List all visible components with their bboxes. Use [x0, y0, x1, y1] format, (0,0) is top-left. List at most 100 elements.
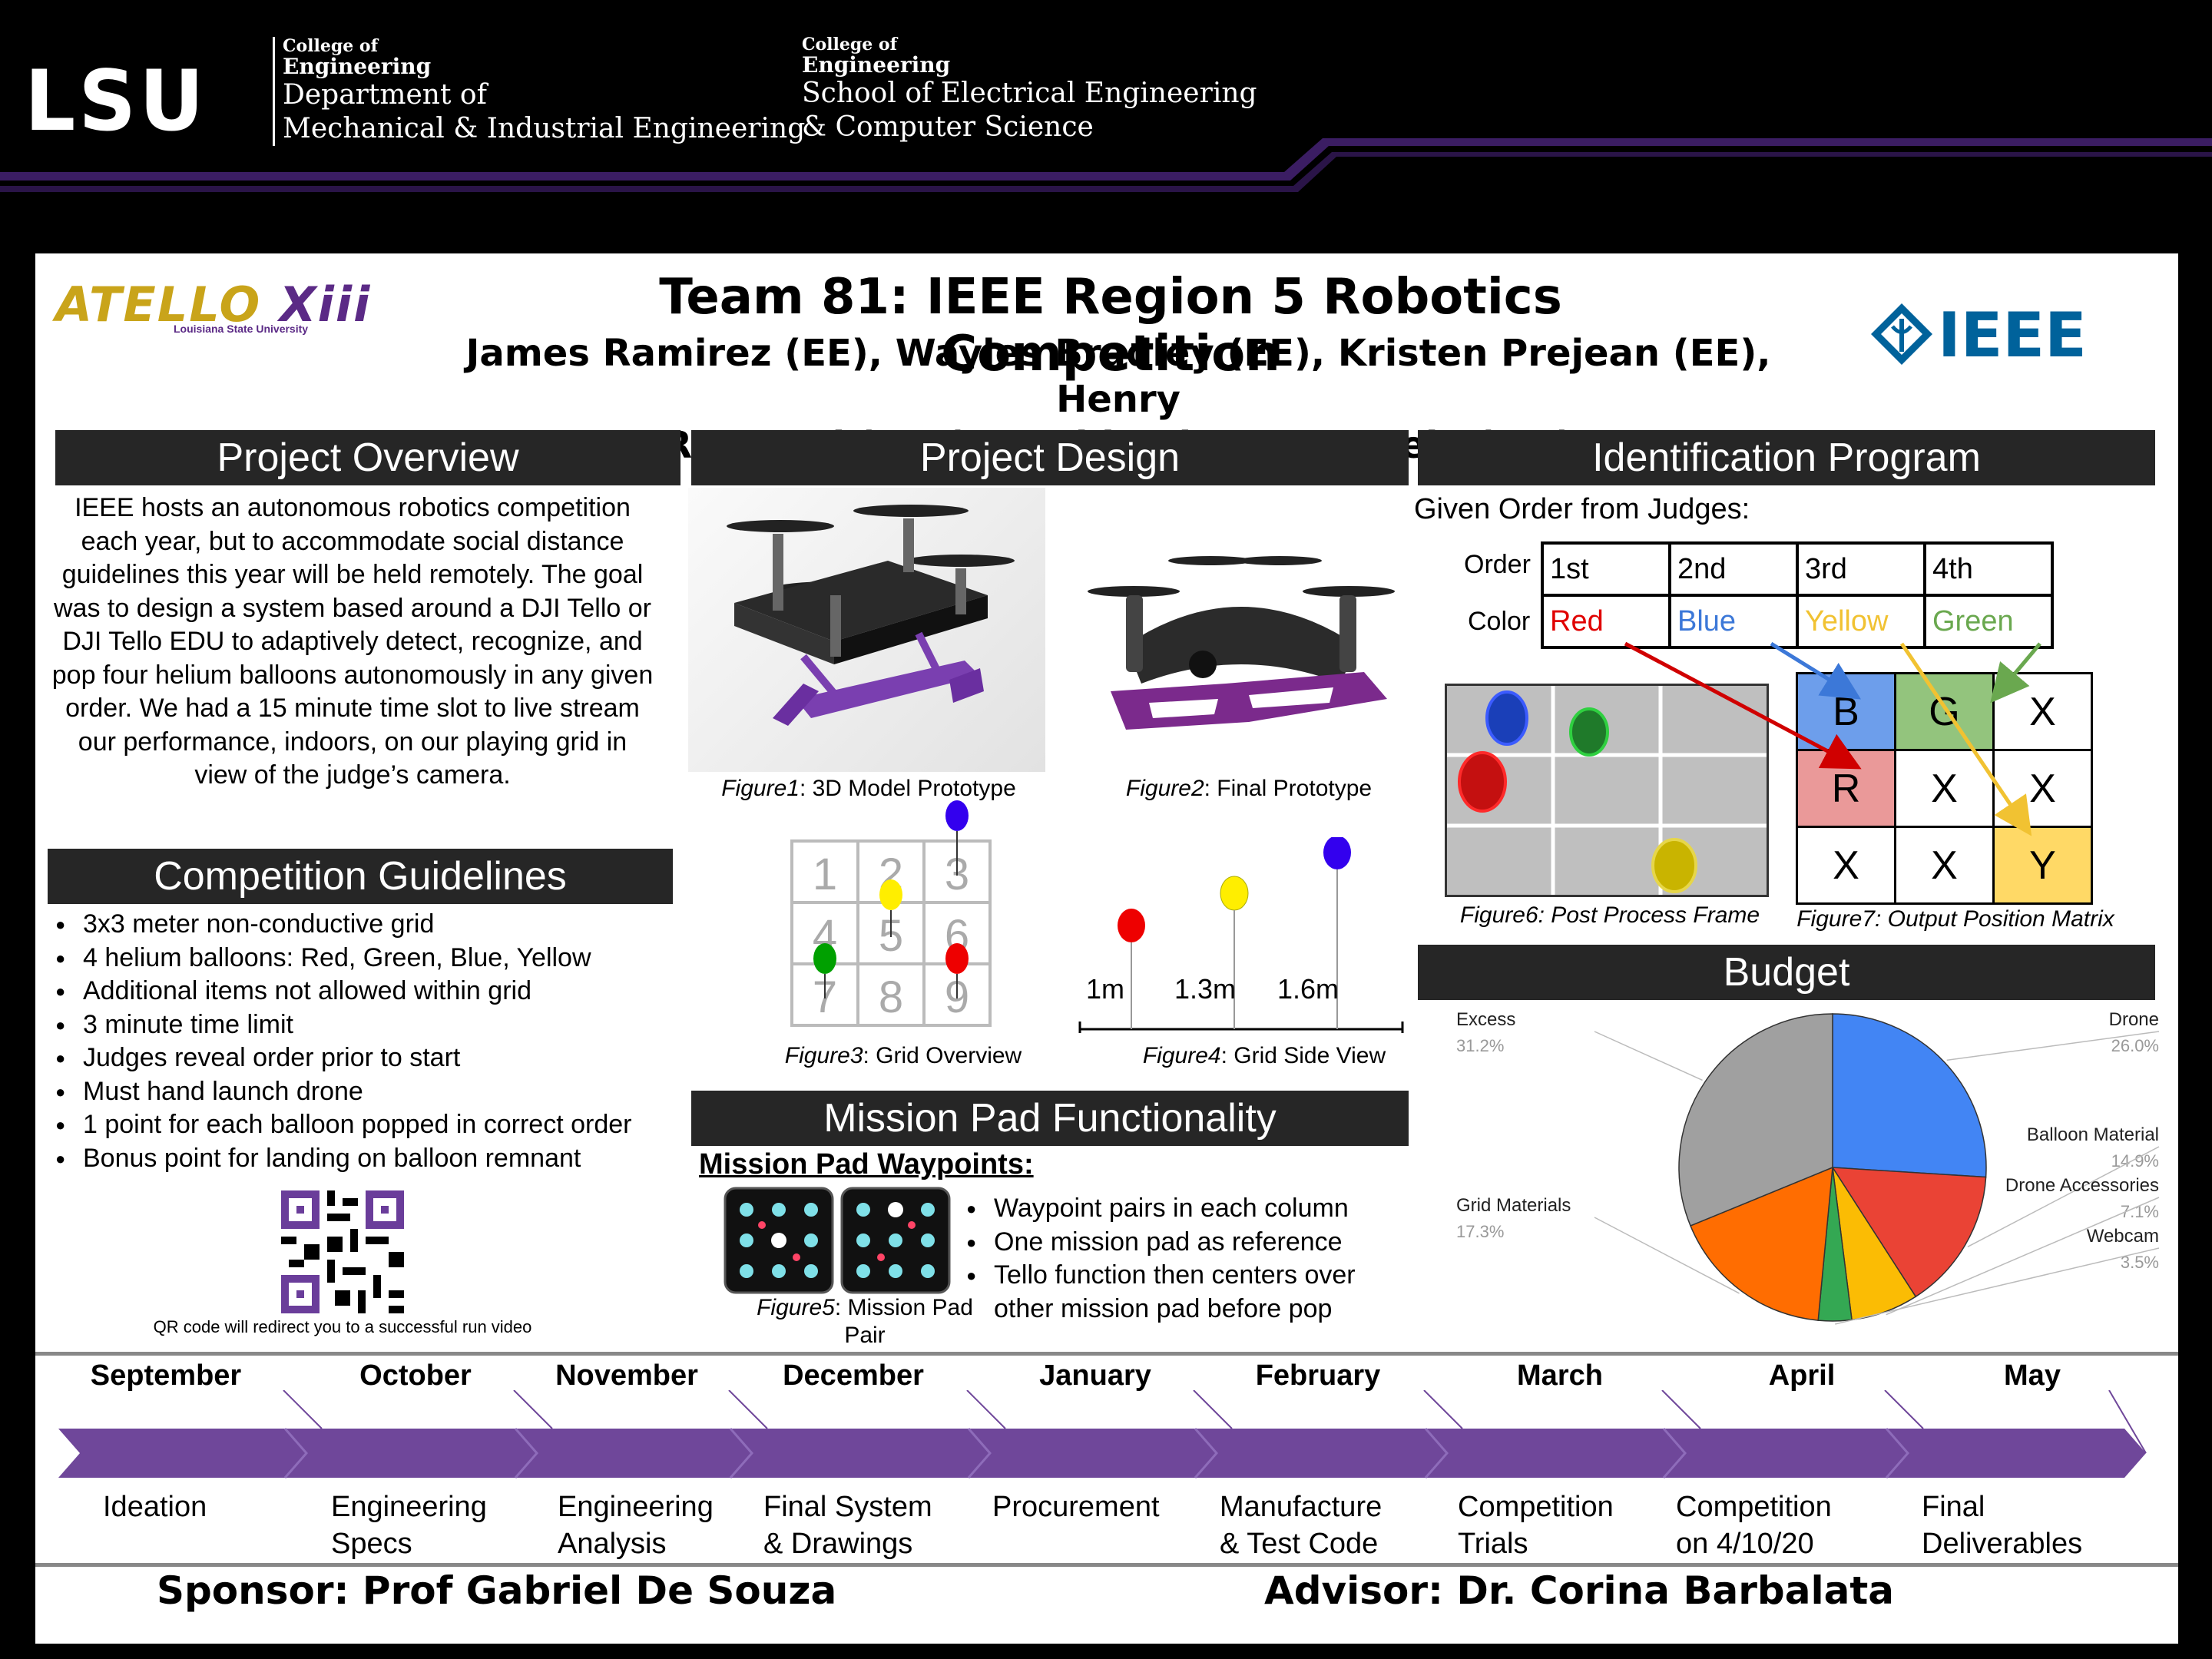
timeline-phase: Competition on 4/10/20: [1676, 1491, 1832, 1560]
budget-heading: Budget: [1418, 945, 2155, 1000]
pie-slice: [1831, 1167, 1987, 1298]
timeline-slant: [1661, 1390, 1701, 1429]
guideline-item: 4 helium balloons: Red, Green, Blue, Yel…: [43, 942, 704, 975]
matrix-cell: X: [1894, 749, 1995, 828]
mission-subheading: Mission Pad Waypoints:: [699, 1148, 1034, 1181]
color-cell: Yellow: [1796, 594, 1926, 649]
timeline-month: January: [1039, 1359, 1151, 1392]
figure7-caption: Figure7: Output Position Matrix: [1796, 906, 2114, 932]
color-label: Color: [1468, 607, 1531, 636]
timeline-phase: Procurement: [992, 1491, 1160, 1523]
team-logo: ATELLO Xiii: [55, 276, 372, 333]
pie-value-label: 31.2%: [1456, 1036, 1504, 1055]
timeline-month: March: [1517, 1359, 1603, 1392]
pie-slice: [1690, 1166, 1833, 1321]
timeline-arrow: [58, 1390, 2147, 1479]
department-line2: Mechanical & Industrial Engineering: [283, 113, 806, 144]
timeline-divider: [1885, 1428, 1909, 1479]
design-heading: Project Design: [691, 430, 1409, 485]
college-label: College of: [283, 36, 379, 56]
timeline-slant: [1884, 1390, 1924, 1429]
camera-frame-icon: [1447, 686, 1767, 895]
grid-cell-number: 1: [813, 849, 837, 899]
order-cell: 4th: [1923, 541, 2054, 597]
timeline-month: February: [1255, 1359, 1381, 1392]
timeline-slant: [966, 1390, 1006, 1429]
timeline-divider: [283, 1428, 308, 1479]
team-logo-subtitle: Louisiana State University: [174, 323, 309, 335]
identification-heading: Identification Program: [1418, 430, 2155, 485]
pie-leader-line: [1835, 1247, 2160, 1325]
sponsor: Sponsor: Prof Gabriel De Souza: [157, 1568, 837, 1613]
timeline-divider: [729, 1428, 753, 1479]
pie-leader-line: [1886, 1197, 2160, 1316]
timeline-month: November: [555, 1359, 698, 1392]
svg-text:IEEE: IEEE: [1938, 300, 2087, 371]
lsu-logo: LSU: [25, 51, 207, 151]
poster-title: Team 81: IEEE Region 5 Robotics Competit…: [659, 269, 1562, 382]
guideline-item: Judges reveal order prior to start: [43, 1041, 704, 1075]
eecs-school-block: College of Engineering School of Electri…: [802, 35, 1257, 144]
school-line1: School of Electrical Engineering: [802, 78, 1257, 109]
pie-label: Webcam: [2087, 1226, 2159, 1247]
mission-list: Waypoint pairs in each columnOne mission…: [954, 1192, 1415, 1326]
purple-accent-band: [0, 138, 2212, 192]
header-banner: LSU College of Engineering Department of…: [0, 0, 2212, 230]
figure2-caption: Figure2: Final Prototype: [1125, 776, 1373, 801]
timeline-phase: Engineering Analysis: [558, 1491, 714, 1560]
pie-leader-line: [1946, 1031, 2160, 1061]
pie-leader-line: [1594, 1031, 1703, 1081]
timeline-month: April: [1768, 1359, 1836, 1392]
matrix-cell: X: [1894, 826, 1995, 905]
pie-slice: [1678, 1013, 1833, 1227]
guideline-item: 1 point for each balloon popped in corre…: [43, 1108, 704, 1142]
guidelines-heading: Competition Guidelines: [48, 849, 673, 904]
department-line1: Department of: [283, 79, 487, 111]
advisor: Advisor: Dr. Corina Barbalata: [1264, 1568, 1894, 1613]
qr-caption: QR code will redirect you to a successfu…: [153, 1317, 532, 1336]
authors-line1: James Ramirez (EE), Wayles Bradley (EE),…: [465, 332, 1771, 421]
timeline-top-rule: [35, 1352, 2178, 1356]
college-name: Engineering: [802, 52, 951, 78]
qr-code[interactable]: [281, 1190, 404, 1313]
figure6-image: [1445, 684, 1769, 897]
figure2-image: [1080, 538, 1402, 753]
pie-label: Drone: [2109, 1009, 2159, 1030]
timeline-phase: Manufacture & Test Code: [1220, 1491, 1382, 1560]
drone-3d-model-icon: [727, 505, 1015, 726]
guideline-item: 3x3 meter non-conductive grid: [43, 908, 704, 942]
figure3-caption: Figure3: Grid Overview: [784, 1043, 1022, 1068]
guideline-item: 3 minute time limit: [43, 1008, 704, 1042]
pie-slice: [1832, 1013, 1987, 1178]
timeline-month: December: [783, 1359, 924, 1392]
guideline-item: Additional items not allowed within grid: [43, 975, 704, 1008]
pie-leader-line: [1594, 1217, 1740, 1294]
color-cell: Green: [1923, 594, 2054, 649]
timeline-divider: [1194, 1428, 1218, 1479]
timeline-month: October: [359, 1359, 472, 1392]
order-label: Order: [1464, 550, 1531, 579]
figure1-caption: Figure1: 3D Model Prototype: [721, 776, 1016, 801]
order-cell: 1st: [1541, 541, 1671, 597]
timeline-phase: Engineering Specs: [331, 1491, 487, 1560]
mission-pad-icon: [724, 1187, 951, 1294]
balloon-height-label: 1.3m: [1174, 973, 1236, 1005]
color-cell: Blue: [1668, 594, 1799, 649]
balloon-height-label: 1m: [1086, 973, 1124, 1005]
balloon-height-label: 1.6m: [1277, 973, 1339, 1005]
order-cell: 3rd: [1796, 541, 1926, 597]
grid-side-view-icon: 1m 1.3m 1.6m: [1078, 836, 1404, 1033]
timeline-slant: [1193, 1390, 1233, 1429]
matrix-cell: Y: [1992, 826, 2093, 905]
ieee-diamond-icon: IEEE: [1871, 300, 2087, 371]
timeline-divider: [967, 1428, 992, 1479]
timeline-phase: Final Deliverables: [1922, 1491, 2083, 1560]
college-label: College of: [802, 35, 898, 55]
guideline-item: Bonus point for landing on balloon remna…: [43, 1142, 704, 1176]
timeline-slant: [1423, 1390, 1463, 1429]
school-line2: & Computer Science: [802, 111, 1094, 143]
pie-value-label: 17.3%: [1456, 1222, 1504, 1241]
